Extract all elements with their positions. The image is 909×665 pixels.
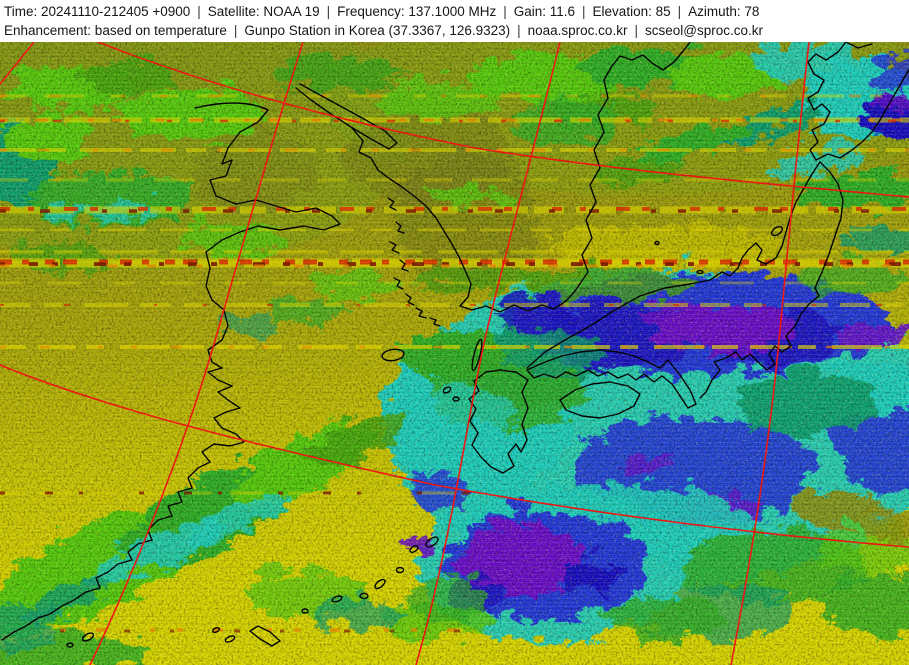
honshu-south-coastline	[526, 349, 697, 409]
jeju-island	[381, 348, 405, 362]
tsushima-island	[471, 338, 483, 372]
separator: |	[233, 23, 238, 38]
graticule-layer	[0, 42, 909, 665]
elevation-field: Elevation: 85	[592, 4, 671, 19]
separator: |	[582, 4, 586, 19]
satellite-image	[0, 42, 909, 665]
graticule-parallel-south	[0, 364, 909, 548]
kyushu-coastline	[468, 369, 529, 474]
separator: |	[677, 4, 682, 19]
graticule-meridian-east	[730, 42, 810, 665]
separator: |	[326, 4, 331, 19]
liaodong-peninsula-coastline	[295, 83, 398, 150]
separator: |	[634, 23, 638, 38]
korea-coastline	[351, 42, 691, 313]
azimuth-field: Azimuth: 78	[688, 4, 760, 19]
gain-field: Gain: 11.6	[513, 4, 576, 19]
china-bohai-coastline	[1, 102, 341, 641]
time-field: Time: 20241110-212405 +0900	[4, 4, 191, 19]
separator: |	[503, 4, 507, 19]
separator: |	[197, 4, 201, 19]
telemetry-header: Time: 20241110-212405 +0900 | Satellite: N…	[0, 0, 909, 42]
telemetry-line-2: Enhancement: based on temperature | Gunpo …	[4, 21, 909, 40]
station-url: noaa.sproc.co.kr	[527, 23, 628, 38]
graticule-parallel-north	[97, 42, 909, 198]
frequency-field: Frequency: 137.1000 MHz	[337, 4, 497, 19]
scan-noise-layer	[0, 94, 909, 633]
station-field: Gunpo Station in Korea (37.3367, 126.932…	[244, 23, 511, 38]
sado-island	[770, 225, 784, 237]
shikoku-coastline	[559, 381, 641, 419]
hokkaido-coastline	[807, 42, 909, 161]
grain-layer	[0, 42, 909, 665]
coastline-layer	[1, 42, 909, 648]
graticule-meridian-west	[89, 42, 304, 665]
honshu-pacific-coastline	[699, 161, 844, 399]
contact-email: scseol@sproc.co.kr	[644, 23, 763, 38]
graticule-meridian-far-west	[0, 42, 35, 85]
graticule-meridian-center	[415, 42, 561, 665]
satellite-map-svg	[0, 42, 909, 665]
satellite-field: Satellite: NOAA 19	[207, 4, 320, 19]
telemetry-line-1: Time: 20241110-212405 +0900 | Satellite: N…	[4, 2, 909, 21]
separator: |	[517, 23, 521, 38]
enhancement-field: Enhancement: based on temperature	[4, 23, 227, 38]
ryukyu-islands	[66, 536, 439, 648]
honshu-north-coastline	[526, 161, 821, 369]
